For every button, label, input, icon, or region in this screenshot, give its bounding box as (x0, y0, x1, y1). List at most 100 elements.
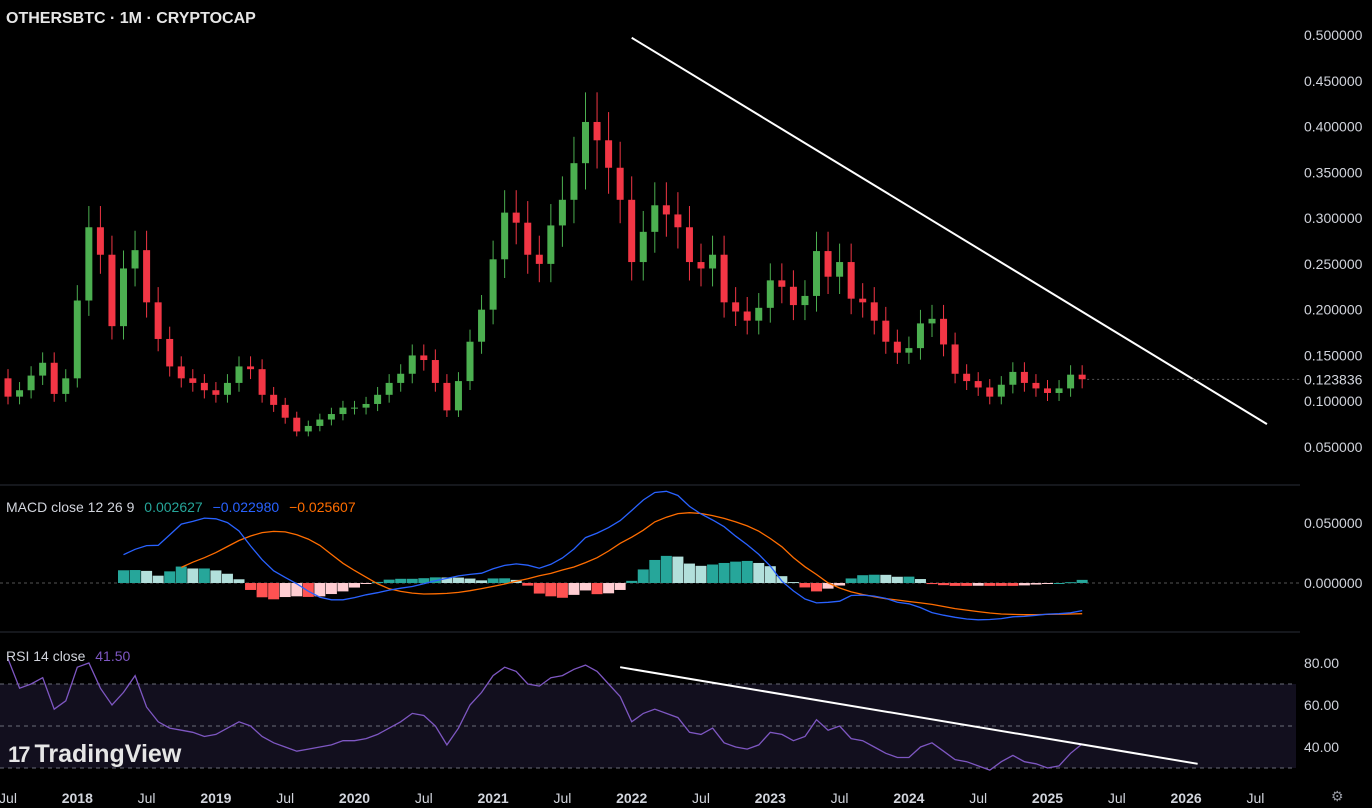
candle (478, 309, 486, 342)
macd-histogram-bar (626, 580, 638, 583)
candle (674, 214, 682, 228)
macd-hist-value: 0.002627 (144, 499, 203, 515)
time-axis-tick-label: Jul (1246, 790, 1264, 806)
chart-title: OTHERSBTC · 1M · CRYPTOCAP (6, 10, 256, 27)
price-axis-tick-label: 0.200000 (1304, 302, 1363, 318)
candle (304, 425, 312, 432)
macd-histogram-bar (857, 575, 869, 583)
macd-histogram-bar (868, 574, 880, 583)
macd-histogram-bar (972, 583, 984, 586)
macd-histogram-bar (603, 583, 615, 594)
candle (940, 318, 948, 345)
candle (154, 302, 162, 339)
macd-histogram-bar (753, 562, 765, 583)
candle (524, 222, 532, 255)
candle (986, 387, 994, 397)
rsi-line (7, 658, 1083, 771)
candle (1020, 371, 1028, 383)
tradingview-watermark: 17 TradingView (8, 740, 181, 769)
candle (512, 212, 520, 223)
macd-histogram-bar (395, 578, 407, 583)
macd-histogram-bar (580, 583, 591, 591)
macd-histogram-bar (683, 563, 695, 583)
macd-histogram-bar (418, 578, 430, 583)
candle (223, 382, 231, 395)
time-axis-tick-label: Jul (415, 790, 433, 806)
candle (327, 414, 335, 420)
macd-histogram-bar (256, 583, 268, 598)
macd-histogram-bar (672, 556, 684, 583)
price-axis-tick-label: 0.400000 (1304, 119, 1363, 135)
candle (605, 140, 613, 168)
macd-histogram-bar (464, 578, 476, 583)
macd-histogram-bar (787, 582, 799, 584)
candle (293, 417, 301, 432)
macd-axis-tick-label: 0.050000 (1304, 515, 1363, 531)
macd-histogram-bar (1053, 583, 1065, 584)
candle (616, 167, 624, 200)
time-axis-tick-label: Jul (1108, 790, 1126, 806)
macd-histogram-bar (337, 583, 349, 592)
macd-histogram-bar (325, 583, 337, 595)
candle (131, 250, 139, 269)
candle (1044, 388, 1051, 393)
settings-icon[interactable]: ⚙ (1331, 788, 1344, 804)
rsi-axis-tick-label: 40.00 (1304, 739, 1339, 755)
macd-histogram-bar (441, 577, 453, 583)
candle (951, 344, 959, 374)
rsi-value: 41.50 (95, 648, 131, 664)
candle (662, 205, 670, 215)
candle (270, 394, 278, 405)
candle (258, 369, 266, 395)
candle (62, 378, 70, 394)
price-axis-tick-label: 0.350000 (1304, 164, 1363, 180)
macd-histogram-bar (730, 561, 742, 583)
candle (50, 362, 58, 394)
time-axis-tick-label: Jul (138, 790, 156, 806)
macd-histogram-bar (949, 583, 961, 586)
candle (709, 254, 717, 269)
macd-histogram-bar (175, 566, 187, 583)
time-axis-tick-label: 2022 (616, 790, 647, 806)
macd-histogram-bar (1065, 582, 1077, 584)
macd-histogram-bar (718, 562, 730, 583)
candle (374, 394, 382, 404)
candle (1032, 382, 1040, 389)
candle (593, 121, 601, 141)
candle (16, 390, 24, 397)
time-axis-tick-label: Jul (0, 790, 17, 806)
rsi-trendline (619, 666, 1198, 765)
macd-histogram-bar (834, 583, 846, 586)
candle (120, 268, 127, 327)
macd-histogram-bar (741, 560, 753, 583)
candle (235, 366, 243, 383)
macd-histogram-bar (406, 578, 418, 583)
time-axis-tick-label: 2018 (62, 790, 93, 806)
candle (4, 378, 12, 397)
candle (397, 373, 405, 383)
candle (39, 362, 47, 376)
macd-histogram-bar (152, 575, 164, 583)
price-axis-tick-label: 0.500000 (1304, 27, 1363, 43)
candle (385, 382, 393, 395)
candle (1078, 374, 1086, 380)
candle (281, 404, 289, 418)
candle (1067, 374, 1075, 389)
time-axis-tick-label: 2026 (1171, 790, 1202, 806)
macd-histogram-bar (383, 579, 395, 583)
candle (189, 378, 197, 383)
macd-histogram-bar (984, 583, 996, 586)
candle (85, 227, 93, 301)
macd-histogram-bar (349, 583, 360, 588)
time-axis-tick-label: 2019 (200, 790, 231, 806)
candle (755, 307, 763, 321)
candle (813, 251, 820, 296)
rsi-axis-tick-label: 80.00 (1304, 655, 1339, 671)
macd-histogram-bar (233, 579, 245, 583)
price-axis-tick-label: 0.450000 (1304, 73, 1363, 89)
macd-histogram-bar (487, 578, 499, 583)
candle (766, 280, 774, 308)
time-axis-tick-label: 2021 (478, 790, 509, 806)
macd-histogram-bar (776, 576, 788, 583)
